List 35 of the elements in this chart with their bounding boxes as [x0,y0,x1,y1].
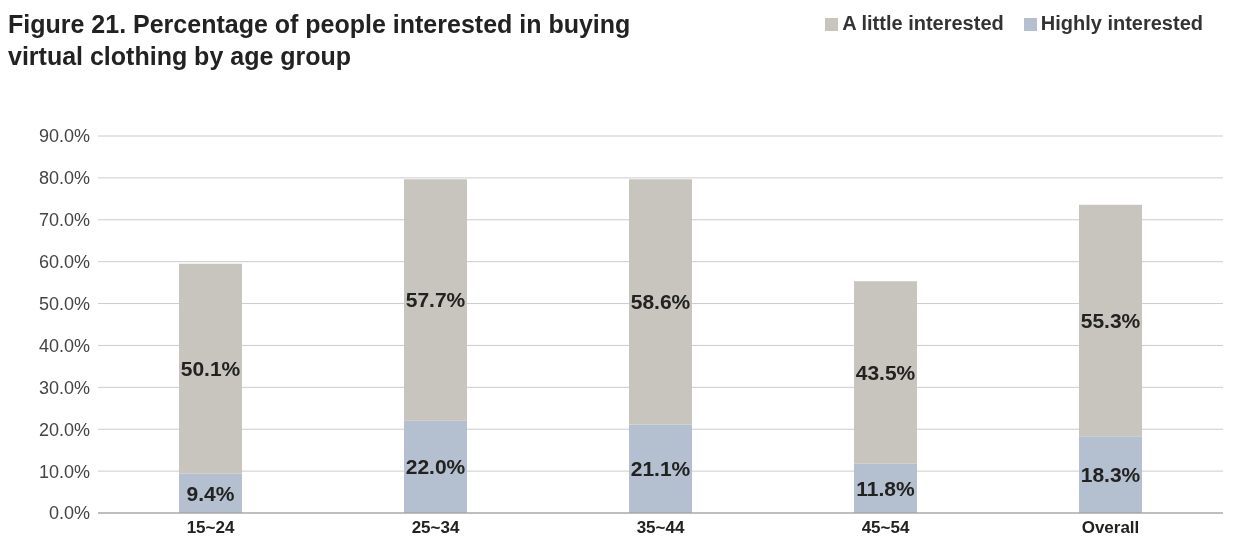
bar [629,424,692,513]
y-tick-label: 0.0% [48,503,90,524]
chart-title: Figure 21. Percentage of people interested in buying virtual clothing by age group [8,9,632,72]
bar [404,420,467,513]
bar [404,179,467,421]
x-tick-label: Overall [1081,518,1140,538]
data-label: 57.7% [405,288,466,312]
data-label: 43.5% [855,360,916,384]
y-tick-label: 80.0% [38,168,90,189]
y-tick-label: 60.0% [38,252,90,273]
data-label: 11.8% [856,476,916,500]
bar [854,281,917,464]
data-label: 18.3% [1080,463,1141,487]
data-label: 21.1% [630,457,691,481]
x-tick-label: 45~54 [861,518,910,538]
legend-label: A little interested [842,12,1004,34]
bar [629,179,692,425]
y-tick-label: 40.0% [38,335,90,356]
legend-label: Highly interested [1040,12,1203,34]
x-tick-label: 35~44 [636,518,685,538]
data-label: 58.6% [630,290,691,314]
y-tick-label: 10.0% [38,461,90,482]
y-tick-label: 20.0% [38,419,90,440]
x-tick-label: 15~24 [186,518,235,538]
data-label: 22.0% [405,455,466,479]
y-tick-label: 50.0% [38,293,90,314]
bar [179,263,242,474]
y-tick-label: 70.0% [38,210,90,231]
y-tick-label: 90.0% [38,126,90,147]
data-label: 55.3% [1080,309,1141,333]
y-tick-label: 30.0% [38,377,90,398]
x-tick-label: 25~34 [411,518,460,538]
bar [1079,204,1142,437]
data-label: 50.1% [180,357,241,381]
data-label: 9.4% [186,481,235,505]
